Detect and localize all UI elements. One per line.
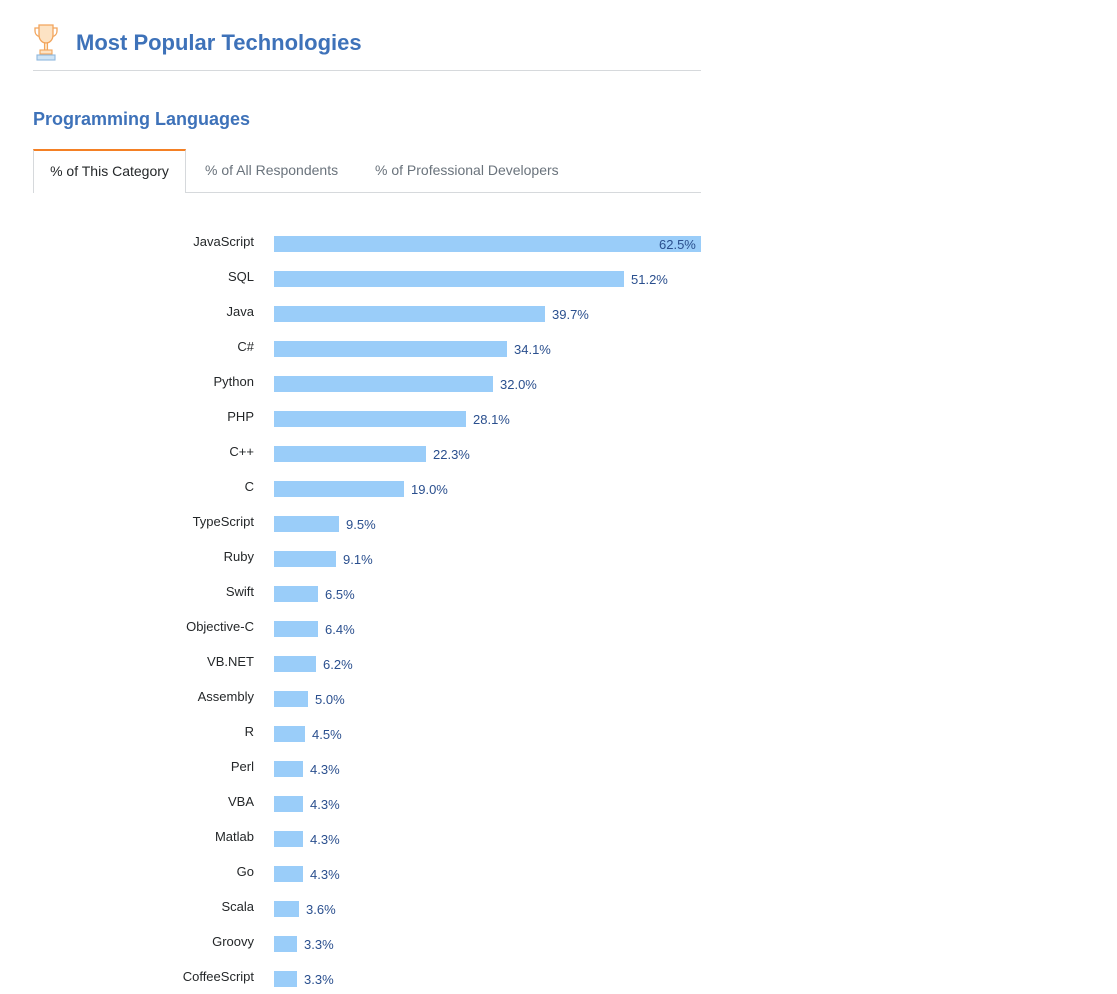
- bar-label-ruby: Ruby: [223, 549, 254, 564]
- trophy-icon: [34, 24, 58, 61]
- bar-label-groovy: Groovy: [212, 934, 254, 949]
- bar-c: [274, 446, 426, 462]
- bar-label-python: Python: [213, 374, 254, 389]
- bar-label-vb-net: VB.NET: [207, 654, 254, 669]
- bar-value-c: 34.1%: [514, 342, 551, 357]
- bar-value-matlab: 4.3%: [310, 832, 340, 847]
- bar-value-assembly: 5.0%: [315, 692, 345, 707]
- bar-c: [274, 481, 404, 497]
- tab-this-category[interactable]: % of This Category: [33, 149, 186, 193]
- bar-value-r: 4.5%: [312, 727, 342, 742]
- bar-sql: [274, 271, 624, 287]
- bar-label-c: C: [244, 479, 254, 494]
- bar-c: [274, 341, 507, 357]
- section-title: Programming Languages: [33, 109, 251, 129]
- bar-value-perl: 4.3%: [310, 762, 340, 777]
- bar-objective-c: [274, 621, 318, 637]
- bar-vb-net: [274, 656, 316, 672]
- bar-label-php: PHP: [227, 409, 254, 424]
- bar-assembly: [274, 691, 308, 707]
- bar-value-typescript: 9.5%: [346, 517, 376, 532]
- bar-groovy: [274, 936, 297, 952]
- bar-scala: [274, 901, 299, 917]
- bar-label-vba: VBA: [227, 794, 254, 809]
- bar-label-c: C#: [237, 339, 254, 354]
- bar-value-javascript: 62.5%: [659, 237, 696, 252]
- bar-value-objective-c: 6.4%: [325, 622, 355, 637]
- bar-label-assembly: Assembly: [197, 689, 254, 704]
- bar-ruby: [274, 551, 336, 567]
- tab-bar: % of This Category % of All Respondents …: [33, 149, 701, 193]
- bar-value-vb-net: 6.2%: [323, 657, 353, 672]
- bar-value-scala: 3.6%: [306, 902, 336, 917]
- bar-value-vba: 4.3%: [310, 797, 340, 812]
- bar-label-typescript: TypeScript: [192, 514, 254, 529]
- bar-vba: [274, 796, 303, 812]
- page-title: Most Popular Technologies: [76, 30, 362, 55]
- tab-all-respondents[interactable]: % of All Respondents: [205, 162, 339, 178]
- bar-label-java: Java: [226, 304, 254, 319]
- page-header: Most Popular Technologies: [33, 20, 701, 71]
- bar-label-r: R: [244, 724, 254, 739]
- bar-perl: [274, 761, 303, 777]
- bar-php: [274, 411, 466, 427]
- bar-label-objective-c: Objective-C: [186, 619, 254, 634]
- bar-value-java: 39.7%: [552, 307, 589, 322]
- bar-label-perl: Perl: [230, 759, 254, 774]
- bar-value-go: 4.3%: [310, 867, 340, 882]
- bar-label-c: C++: [229, 444, 254, 459]
- bar-value-ruby: 9.1%: [343, 552, 373, 567]
- bar-r: [274, 726, 305, 742]
- bar-label-swift: Swift: [225, 584, 254, 599]
- bar-value-c: 22.3%: [433, 447, 470, 462]
- bar-label-matlab: Matlab: [214, 829, 254, 844]
- bar-value-c: 19.0%: [411, 482, 448, 497]
- bar-value-python: 32.0%: [500, 377, 537, 392]
- bar-swift: [274, 586, 318, 602]
- bar-label-sql: SQL: [227, 269, 254, 284]
- bar-label-scala: Scala: [221, 899, 254, 914]
- bar-matlab: [274, 831, 303, 847]
- bar-label-go: Go: [236, 864, 254, 879]
- bar-typescript: [274, 516, 339, 532]
- bar-java: [274, 306, 545, 322]
- bar-value-sql: 51.2%: [631, 272, 668, 287]
- bar-value-groovy: 3.3%: [304, 937, 334, 952]
- bar-label-coffeescript: CoffeeScript: [182, 969, 254, 984]
- bar-coffeescript: [274, 971, 297, 987]
- bar-python: [274, 376, 493, 392]
- tab-professional-developers[interactable]: % of Professional Developers: [375, 162, 559, 178]
- bar-label-javascript: JavaScript: [193, 234, 254, 249]
- bar-go: [274, 866, 303, 882]
- bar-value-php: 28.1%: [473, 412, 510, 427]
- bar-javascript: [274, 236, 701, 252]
- bar-value-coffeescript: 3.3%: [304, 972, 334, 987]
- bar-value-swift: 6.5%: [325, 587, 355, 602]
